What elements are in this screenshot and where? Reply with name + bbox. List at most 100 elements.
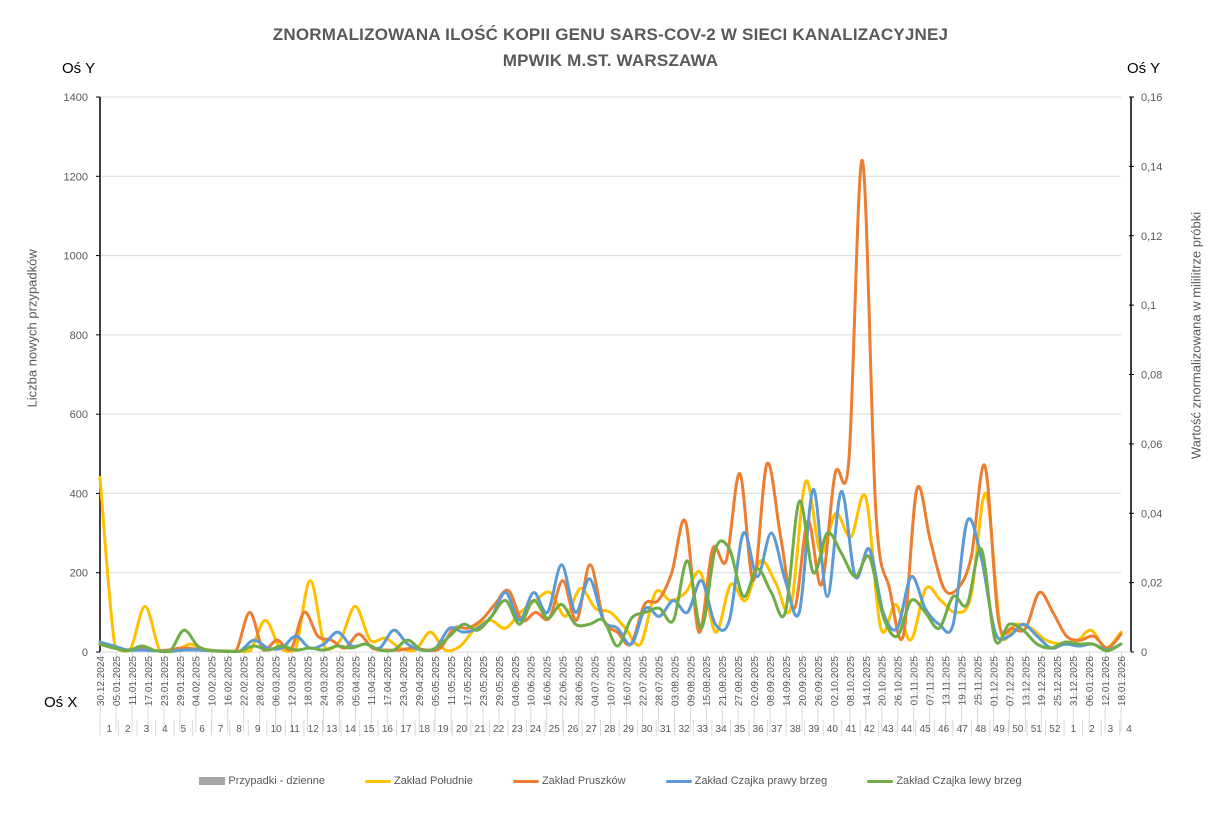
x-week-label: 47 xyxy=(957,724,969,735)
right-tick-label: 0,14 xyxy=(1141,161,1162,173)
series-line-zak-ad-pruszk-w xyxy=(98,158,1123,654)
x-date-label: 07.11.2025 xyxy=(926,656,937,706)
x-date-label: 04.07.2025 xyxy=(591,656,602,706)
x-week-label: 19 xyxy=(437,724,449,735)
x-date-label: 16.02.2025 xyxy=(224,656,235,706)
x-week-label: 3 xyxy=(1108,724,1114,735)
x-date-label: 11.04.2025 xyxy=(367,656,378,706)
legend-item[interactable]: Zakład Południe xyxy=(364,775,473,787)
x-week-label: 38 xyxy=(790,724,802,735)
x-date-label: 29.05.2025 xyxy=(495,656,506,706)
x-date-label: 22.07.2025 xyxy=(638,656,649,706)
x-date-label: 10.02.2025 xyxy=(208,656,219,706)
legend-item[interactable]: Przypadki - dzienne xyxy=(199,775,325,787)
x-date-label: 29.04.2025 xyxy=(415,656,426,706)
x-week-label: 23 xyxy=(512,724,524,735)
x-week-label: 42 xyxy=(864,724,876,735)
x-date-label: 16.07.2025 xyxy=(622,656,633,706)
x-week-label: 7 xyxy=(218,724,224,735)
x-week-label: 22 xyxy=(493,724,505,735)
x-week-label: 10 xyxy=(271,724,283,735)
right-axis-name: Oś Y xyxy=(1127,60,1161,77)
x-week-label: 4 xyxy=(162,724,168,735)
x-week-label: 1 xyxy=(106,724,112,735)
right-tick-label: 0,1 xyxy=(1141,300,1156,312)
x-week-label: 11 xyxy=(289,724,300,735)
legend-item[interactable]: Zakład Czajka lewy brzeg xyxy=(867,775,1022,787)
x-date-label: 16.06.2025 xyxy=(543,656,554,706)
x-date-label: 10.07.2025 xyxy=(607,656,618,706)
x-week-label: 2 xyxy=(1089,724,1095,735)
legend-bar-swatch-icon xyxy=(199,777,226,785)
x-week-label: 26 xyxy=(567,724,579,735)
x-week-label: 20 xyxy=(456,724,468,735)
x-date-label: 27.08.2025 xyxy=(734,656,745,706)
right-tick-label: 0,08 xyxy=(1141,370,1162,382)
right-tick-label: 0 xyxy=(1141,647,1147,659)
x-date-label: 13.11.2025 xyxy=(942,656,953,706)
x-week-label: 40 xyxy=(827,724,839,735)
x-date-label: 09.08.2025 xyxy=(686,656,697,706)
x-week-label: 44 xyxy=(901,724,913,735)
x-week-label: 24 xyxy=(530,724,542,735)
x-date-label: 10.06.2025 xyxy=(527,656,538,706)
x-week-label: 46 xyxy=(938,724,950,735)
x-date-label: 30.12.2024 xyxy=(96,656,107,706)
left-tick-label: 800 xyxy=(70,330,88,342)
x-week-label: 45 xyxy=(919,724,931,735)
x-date-label: 23.01.2025 xyxy=(160,656,171,706)
legend-line-swatch-icon xyxy=(364,779,391,783)
x-week-label: 48 xyxy=(975,724,987,735)
x-date-label: 12.01.2026 xyxy=(1101,656,1112,706)
x-week-label: 34 xyxy=(716,724,728,735)
legend-line-swatch-icon xyxy=(512,779,539,783)
x-week-label: 15 xyxy=(363,724,375,735)
x-week-label: 33 xyxy=(697,724,709,735)
x-week-label: 43 xyxy=(882,724,894,735)
x-date-label: 04.02.2025 xyxy=(192,656,203,706)
x-week-label: 3 xyxy=(144,724,150,735)
x-date-label: 19.12.2025 xyxy=(1037,656,1048,706)
x-date-label: 20.09.2025 xyxy=(798,656,809,706)
x-date-label: 22.06.2025 xyxy=(559,656,570,706)
x-week-label: 25 xyxy=(549,724,561,735)
x-week-label: 14 xyxy=(345,724,357,735)
x-week-label: 17 xyxy=(400,724,412,735)
x-date-label: 02.09.2025 xyxy=(750,656,761,706)
right-tick-label: 0,02 xyxy=(1141,578,1162,590)
x-week-label: 5 xyxy=(181,724,187,735)
x-week-label: 52 xyxy=(1049,724,1061,735)
x-week-label: 8 xyxy=(236,724,242,735)
x-date-label: 14.09.2025 xyxy=(782,656,793,706)
legend-item[interactable]: Zakład Pruszków xyxy=(512,775,626,787)
x-week-label: 27 xyxy=(586,724,598,735)
x-week-label: 2 xyxy=(125,724,131,735)
x-week-label: 32 xyxy=(678,724,690,735)
left-tick-label: 200 xyxy=(70,568,88,580)
x-date-label: 03.08.2025 xyxy=(670,656,681,706)
x-week-label: 12 xyxy=(308,724,320,735)
x-date-label: 29.01.2025 xyxy=(176,656,187,706)
x-week-label: 29 xyxy=(623,724,635,735)
legend-label: Zakład Czajka prawy brzeg xyxy=(694,775,828,787)
x-week-label: 37 xyxy=(771,724,783,735)
x-date-label: 08.10.2025 xyxy=(846,656,857,706)
x-week-label: 51 xyxy=(1031,724,1043,735)
right-tick-label: 0,04 xyxy=(1141,508,1162,520)
x-date-label: 24.03.2025 xyxy=(319,656,330,706)
x-date-label: 17.05.2025 xyxy=(463,656,474,706)
x-date-label: 11.05.2025 xyxy=(447,656,458,706)
x-week-label: 50 xyxy=(1012,724,1024,735)
x-date-label: 22.02.2025 xyxy=(240,656,251,706)
x-week-label: 9 xyxy=(255,724,261,735)
x-date-label: 23.04.2025 xyxy=(399,656,410,706)
legend-label: Zakład Czajka lewy brzeg xyxy=(896,775,1022,787)
right-tick-label: 0,06 xyxy=(1141,439,1162,451)
x-week-label: 4 xyxy=(1126,724,1132,735)
x-date-label: 31.12.2025 xyxy=(1069,656,1080,706)
x-week-label: 18 xyxy=(419,724,431,735)
x-date-label: 13.12.2025 xyxy=(1021,656,1032,706)
legend-item[interactable]: Zakład Czajka prawy brzeg xyxy=(665,775,828,787)
x-week-label: 6 xyxy=(199,724,205,735)
